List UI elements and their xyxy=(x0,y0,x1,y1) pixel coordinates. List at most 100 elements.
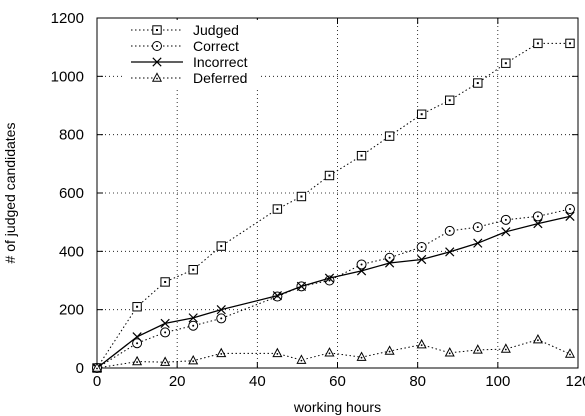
data-point xyxy=(501,227,511,237)
legend-label: Deferred xyxy=(193,70,247,86)
triangle-marker xyxy=(324,347,335,357)
axis-ticks: 020406080100120020040060080010001200 xyxy=(51,10,585,390)
data-point xyxy=(565,38,575,49)
x-marker xyxy=(533,219,543,229)
data-point xyxy=(188,354,199,365)
square-marker-center xyxy=(136,305,139,308)
data-point xyxy=(417,254,427,265)
data-point xyxy=(533,38,543,49)
y-tick-label: 1000 xyxy=(51,68,84,85)
circle-marker-center xyxy=(360,263,363,266)
circle-marker-center xyxy=(136,342,139,345)
triangle-marker-center xyxy=(537,339,539,342)
square-marker-center xyxy=(360,154,363,157)
data-point xyxy=(532,211,543,222)
legend-entry: Judged xyxy=(131,22,239,38)
data-point xyxy=(532,333,543,344)
data-point xyxy=(416,241,427,252)
data-point xyxy=(324,273,335,283)
data-point xyxy=(473,238,483,248)
data-point xyxy=(216,347,227,358)
legend-entry: Correct xyxy=(131,38,239,54)
data-point xyxy=(445,95,455,105)
triangle-marker-center xyxy=(96,367,98,370)
data-point xyxy=(160,318,170,328)
triangle-marker xyxy=(444,347,455,357)
triangle-marker xyxy=(356,351,367,361)
data-point xyxy=(132,338,143,349)
circle-marker-center xyxy=(192,324,195,327)
data-point xyxy=(272,291,282,301)
triangle-marker-center xyxy=(476,349,479,352)
x-marker xyxy=(296,281,307,291)
x-marker xyxy=(445,247,455,257)
data-point xyxy=(384,258,395,268)
square-marker-center xyxy=(476,82,479,85)
data-point xyxy=(188,320,199,331)
data-point xyxy=(296,191,307,202)
data-point xyxy=(445,247,455,257)
data-point xyxy=(132,302,142,312)
data-point xyxy=(296,281,307,291)
legend-label: Judged xyxy=(193,22,239,38)
x-tick-label: 60 xyxy=(329,373,346,390)
data-point xyxy=(216,241,226,251)
triangle-marker-center xyxy=(448,352,451,355)
triangle-marker xyxy=(132,355,143,366)
circle-marker-center xyxy=(388,256,391,259)
data-point xyxy=(501,58,511,68)
x-tick-label: 20 xyxy=(169,373,186,390)
legend-entry: Incorrect xyxy=(131,54,248,70)
x-marker xyxy=(160,318,170,328)
triangle-marker xyxy=(188,354,199,365)
data-point xyxy=(500,214,511,225)
x-marker xyxy=(384,258,395,268)
data-point xyxy=(356,266,367,276)
square-marker-center xyxy=(300,195,303,198)
data-point xyxy=(444,347,455,357)
triangle-marker xyxy=(472,344,483,354)
square-marker-center xyxy=(156,29,158,31)
data-point xyxy=(160,277,170,287)
legend-label: Incorrect xyxy=(193,54,248,70)
triangle-marker-center xyxy=(192,360,195,363)
x-marker xyxy=(152,57,162,67)
data-point xyxy=(416,109,427,119)
triangle-marker xyxy=(216,347,227,358)
circle-marker-center xyxy=(420,245,423,248)
y-tick-label: 800 xyxy=(59,127,84,144)
y-tick-label: 0 xyxy=(76,360,84,377)
square-marker-center xyxy=(536,42,539,45)
x-tick-label: 0 xyxy=(93,373,101,390)
data-point xyxy=(384,252,395,263)
circle-marker-center xyxy=(504,218,507,221)
triangle-marker xyxy=(532,333,543,344)
x-marker xyxy=(272,291,282,301)
circle-marker-center xyxy=(448,229,451,232)
triangle-marker-center xyxy=(300,359,303,362)
triangle-marker xyxy=(416,338,427,349)
circle-marker-center xyxy=(156,45,158,47)
data-point xyxy=(564,348,576,358)
triangle-marker-center xyxy=(156,77,158,80)
data-point xyxy=(160,327,171,338)
square-marker-center xyxy=(328,174,331,177)
circle-marker-center xyxy=(536,215,539,218)
square-marker-center xyxy=(504,62,507,65)
square-marker-center xyxy=(388,135,391,138)
x-tick-label: 40 xyxy=(249,373,266,390)
data-point xyxy=(132,355,143,366)
data-point xyxy=(384,131,395,141)
triangle-marker xyxy=(272,347,283,358)
square-marker-center xyxy=(164,280,167,283)
triangle-marker-center xyxy=(360,356,363,359)
data-point xyxy=(324,170,335,181)
y-tick-label: 600 xyxy=(59,185,84,202)
x-marker xyxy=(216,305,226,315)
data-point xyxy=(296,354,307,364)
square-marker-center xyxy=(276,208,279,211)
x-marker xyxy=(324,273,335,283)
triangle-marker xyxy=(500,343,511,353)
data-point xyxy=(473,78,483,88)
